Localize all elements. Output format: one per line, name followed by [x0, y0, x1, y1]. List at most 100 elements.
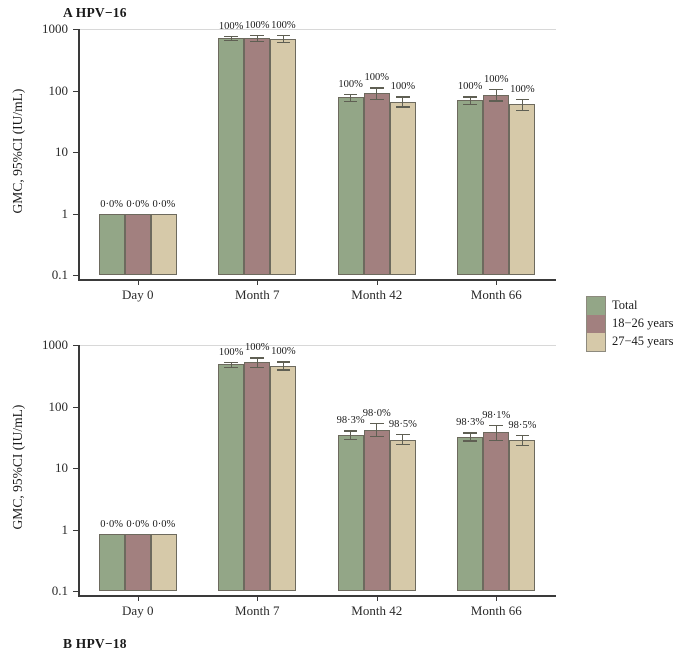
bar — [483, 431, 510, 591]
x-axis-line — [78, 279, 556, 281]
bar-value-label: 100% — [338, 78, 363, 90]
y-axis-tick-label: 0.1 — [51, 267, 68, 282]
y-axis-tick — [73, 213, 78, 215]
error-bar-cap-upper — [276, 34, 291, 37]
bar-value-label: 98·3% — [336, 415, 365, 427]
error-bar-cap-upper — [224, 36, 238, 38]
bar — [270, 38, 297, 275]
bar-value-label: 100% — [484, 73, 509, 85]
panel-a-y-axis-label: GMC, 95%CI (IU/mL) — [10, 88, 25, 214]
error-bar-line — [282, 361, 284, 370]
error-bar-cap-upper — [463, 96, 477, 98]
x-axis-tick-label: Month 66 — [470, 603, 522, 618]
bar-value-label: 98·5% — [508, 419, 537, 431]
x-axis-tick — [496, 280, 498, 285]
x-axis-tick-label: Month 42 — [351, 603, 403, 618]
error-bar-cap-lower — [276, 42, 291, 44]
error-bar-cap-lower — [276, 369, 291, 371]
x-axis-tick-label: Day 0 — [122, 287, 154, 302]
bar-value-label: 100% — [510, 83, 535, 95]
error-bar-cap-upper — [250, 34, 265, 37]
y-axis-tick-label: 1000 — [42, 21, 68, 36]
y-axis-tick-label: 0.1 — [51, 583, 68, 598]
error-bar-line — [376, 87, 378, 99]
bar — [218, 364, 245, 591]
error-bar-cap-upper — [343, 93, 358, 96]
error-bar-cap-lower — [396, 443, 410, 445]
error-bar-line — [495, 88, 497, 101]
legend-label: Total — [612, 298, 638, 312]
bar-value-label: 98·0% — [362, 407, 391, 419]
error-bar-cap-upper — [396, 96, 410, 98]
error-bar-cap-upper — [515, 434, 530, 436]
error-bar-cap-upper — [369, 422, 384, 425]
bar — [337, 434, 364, 591]
bar-value-label: 100% — [364, 72, 390, 84]
x-axis-tick — [257, 596, 259, 601]
bar — [509, 439, 536, 591]
x-axis-tick-label: Month 7 — [235, 603, 280, 618]
y-axis-tick — [73, 275, 78, 277]
bar-value-label: 98·5% — [388, 418, 417, 430]
bar — [483, 94, 510, 275]
bar-value-label: 100% — [271, 19, 296, 31]
error-bar-cap-upper — [489, 425, 504, 427]
error-bar-line — [469, 96, 471, 104]
x-axis-tick-label: Month 42 — [351, 287, 403, 302]
bar — [98, 533, 125, 591]
bar — [124, 533, 151, 591]
x-axis-tick — [496, 596, 498, 601]
chart-panel-a: A HPV−16 GMC, 95%CI (IU/mL) 1000 100 10 1 0.… — [0, 0, 570, 314]
legend-swatch — [587, 315, 605, 333]
y-axis-tick — [73, 345, 78, 347]
bar — [509, 104, 536, 275]
bar-value-label: 100% — [218, 21, 244, 33]
bar-value-label: 98·3% — [456, 417, 485, 429]
error-bar-cap-lower — [224, 40, 238, 42]
panel-b-y-axis-label: GMC, 95%CI (IU/mL) — [10, 404, 25, 530]
error-bar-line — [495, 425, 497, 440]
y-axis-tick — [73, 529, 78, 531]
error-bar-cap-lower — [515, 444, 530, 446]
y-axis-tick — [73, 468, 78, 470]
error-bar-cap-upper — [276, 361, 291, 363]
bar — [150, 213, 177, 275]
x-axis-tick — [137, 280, 139, 285]
error-bar-cap-lower — [489, 100, 504, 102]
error-bar-line — [230, 361, 232, 367]
plot-frame-top — [78, 29, 556, 30]
y-axis-tick-label: 1000 — [42, 337, 68, 352]
bar-value-label: 0·0% — [126, 518, 150, 530]
chart-panel-b: B HPV−18 GMC, 95%CI (IU/mL) 1000 100 10 1 0.… — [0, 314, 570, 651]
error-bar-line — [402, 433, 404, 444]
legend-swatch — [587, 333, 605, 351]
error-bar-line — [402, 96, 404, 107]
bar-value-label: 0·0% — [100, 518, 124, 530]
bar-value-label: 0·0% — [126, 198, 150, 210]
x-axis-line — [78, 595, 556, 597]
bar-value-label: 0·0% — [152, 518, 176, 530]
bar — [150, 533, 177, 591]
bar-value-label: 98·1% — [482, 410, 511, 421]
bar — [389, 101, 416, 275]
error-bar-line — [230, 36, 232, 41]
error-bar-line — [256, 34, 258, 41]
bar-value-label: 0·0% — [100, 198, 124, 210]
bar — [337, 97, 364, 275]
bar — [218, 38, 245, 275]
error-bar-cap-lower — [463, 103, 477, 105]
y-axis-tick-label: 1 — [61, 521, 69, 537]
error-bar-line — [256, 357, 258, 367]
x-axis-tick-label: Day 0 — [122, 603, 154, 618]
bar — [244, 37, 271, 275]
bar — [98, 213, 125, 275]
error-bar-cap-lower — [250, 366, 265, 369]
error-bar-cap-upper — [250, 357, 265, 359]
bar-value-label: 100% — [390, 81, 416, 93]
error-bar-cap-lower — [343, 101, 358, 103]
error-bar-line — [521, 98, 523, 110]
error-bar-line — [350, 93, 352, 102]
bar — [363, 429, 390, 591]
error-bar-cap-lower — [343, 438, 358, 440]
bar — [270, 365, 297, 591]
